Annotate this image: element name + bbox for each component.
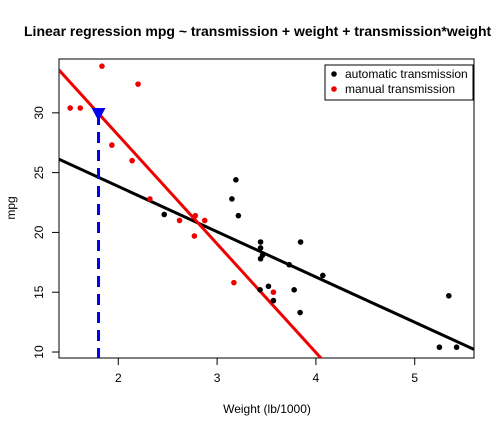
point-automatic <box>235 212 242 219</box>
point-automatic <box>257 239 264 245</box>
y-tick-label: 20 <box>32 225 46 239</box>
legend-label-automatic: automatic transmission <box>345 67 468 81</box>
x-axis-label: Weight (lb/1000) <box>223 402 311 416</box>
x-tick-label: 5 <box>411 371 418 385</box>
point-manual <box>67 105 73 111</box>
x-tick-label: 3 <box>214 371 221 385</box>
point-automatic <box>297 239 304 245</box>
legend-label-manual: manual transmission <box>345 82 455 96</box>
y-tick-label: 25 <box>32 166 46 180</box>
fit-line-manual <box>59 69 323 358</box>
point-automatic <box>257 287 263 293</box>
point-automatic <box>229 196 235 202</box>
point-automatic <box>270 297 277 304</box>
point-automatic <box>257 245 264 251</box>
point-manual <box>176 217 183 224</box>
x-tick-label: 4 <box>313 371 320 385</box>
fit-lines <box>59 69 474 358</box>
point-manual <box>129 157 135 164</box>
chart-title: Linear regression mpg ~ transmission + w… <box>24 23 492 39</box>
point-manual <box>192 212 199 219</box>
point-manual <box>201 217 208 224</box>
x-axis: 2 3 4 5 <box>115 358 418 385</box>
point-automatic <box>286 261 293 268</box>
point-automatic <box>446 293 452 299</box>
x-tick-label: 2 <box>115 371 122 385</box>
point-automatic <box>265 283 272 290</box>
legend-marker-manual <box>331 86 337 92</box>
point-automatic <box>233 176 239 183</box>
point-manual <box>77 105 84 111</box>
point-automatic <box>291 287 297 293</box>
point-manual <box>191 233 198 239</box>
y-tick-label: 10 <box>32 345 46 359</box>
point-manual <box>109 142 115 148</box>
legend: automatic transmission manual transmissi… <box>324 64 474 101</box>
plot-area <box>59 63 474 358</box>
point-manual <box>147 196 153 202</box>
point-automatic <box>436 344 443 351</box>
legend-marker-automatic <box>331 71 337 77</box>
points-layer <box>67 63 460 351</box>
point-manual <box>135 81 141 87</box>
point-automatic <box>297 309 303 316</box>
point-manual <box>99 63 105 69</box>
plot-frame <box>58 58 475 359</box>
y-axis-label: mpg <box>4 196 18 219</box>
y-tick-label: 30 <box>32 106 46 120</box>
marker-triangle <box>91 108 106 122</box>
y-axis: 10 15 20 25 30 <box>32 106 59 359</box>
point-manual <box>270 289 277 296</box>
point-automatic <box>453 344 460 351</box>
point-automatic <box>161 211 168 218</box>
point-automatic <box>257 255 264 262</box>
y-tick-label: 15 <box>32 285 46 299</box>
legend-box <box>324 64 474 101</box>
point-automatic <box>320 272 326 279</box>
point-manual <box>231 279 237 286</box>
fit-line-automatic <box>59 157 474 351</box>
